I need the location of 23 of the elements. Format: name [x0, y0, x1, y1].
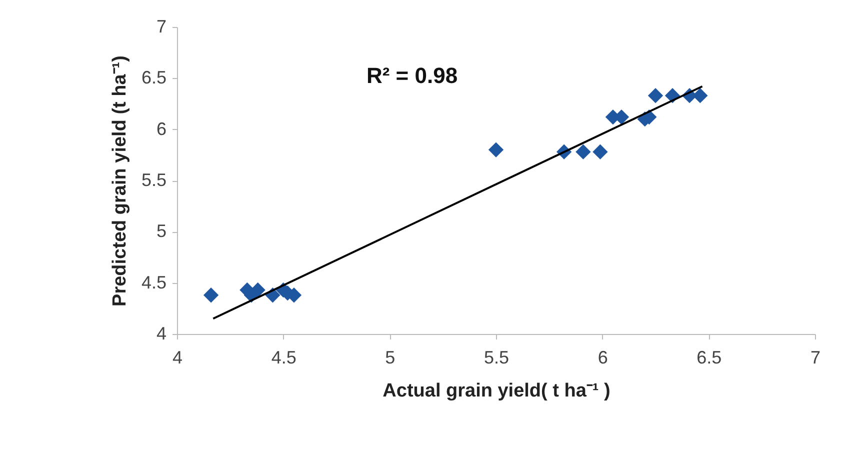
annotation: R² = 0.98: [366, 63, 458, 88]
y-axis-title: Predicted grain yield (t ha⁻¹): [109, 56, 130, 306]
x-tick-label: 5.5: [484, 348, 510, 368]
point: [203, 288, 219, 303]
point: [648, 88, 664, 104]
x-tick-label: 6.5: [696, 348, 722, 368]
y-tick-label: 5: [156, 221, 166, 242]
x-axis-title: Actual grain yield( t ha⁻¹ ): [382, 380, 610, 402]
y-tick-label: 4: [156, 324, 166, 344]
y-tick-label: 4.5: [141, 272, 166, 292]
y-tick-label: 6.5: [141, 68, 166, 88]
x-tick-label: 6: [598, 348, 608, 368]
y-tick-label: 6: [156, 118, 166, 139]
y-tick-label: 7: [156, 16, 166, 36]
point: [576, 144, 591, 160]
point: [692, 88, 708, 104]
point: [488, 142, 504, 158]
y-tick-label: 5.5: [141, 170, 166, 190]
x-tick-label: 7: [810, 348, 821, 368]
x-tick-label: 4: [172, 348, 183, 368]
x-tick-label: 4.5: [271, 348, 296, 368]
x-tick-label: 5: [385, 348, 396, 368]
point: [592, 144, 608, 160]
